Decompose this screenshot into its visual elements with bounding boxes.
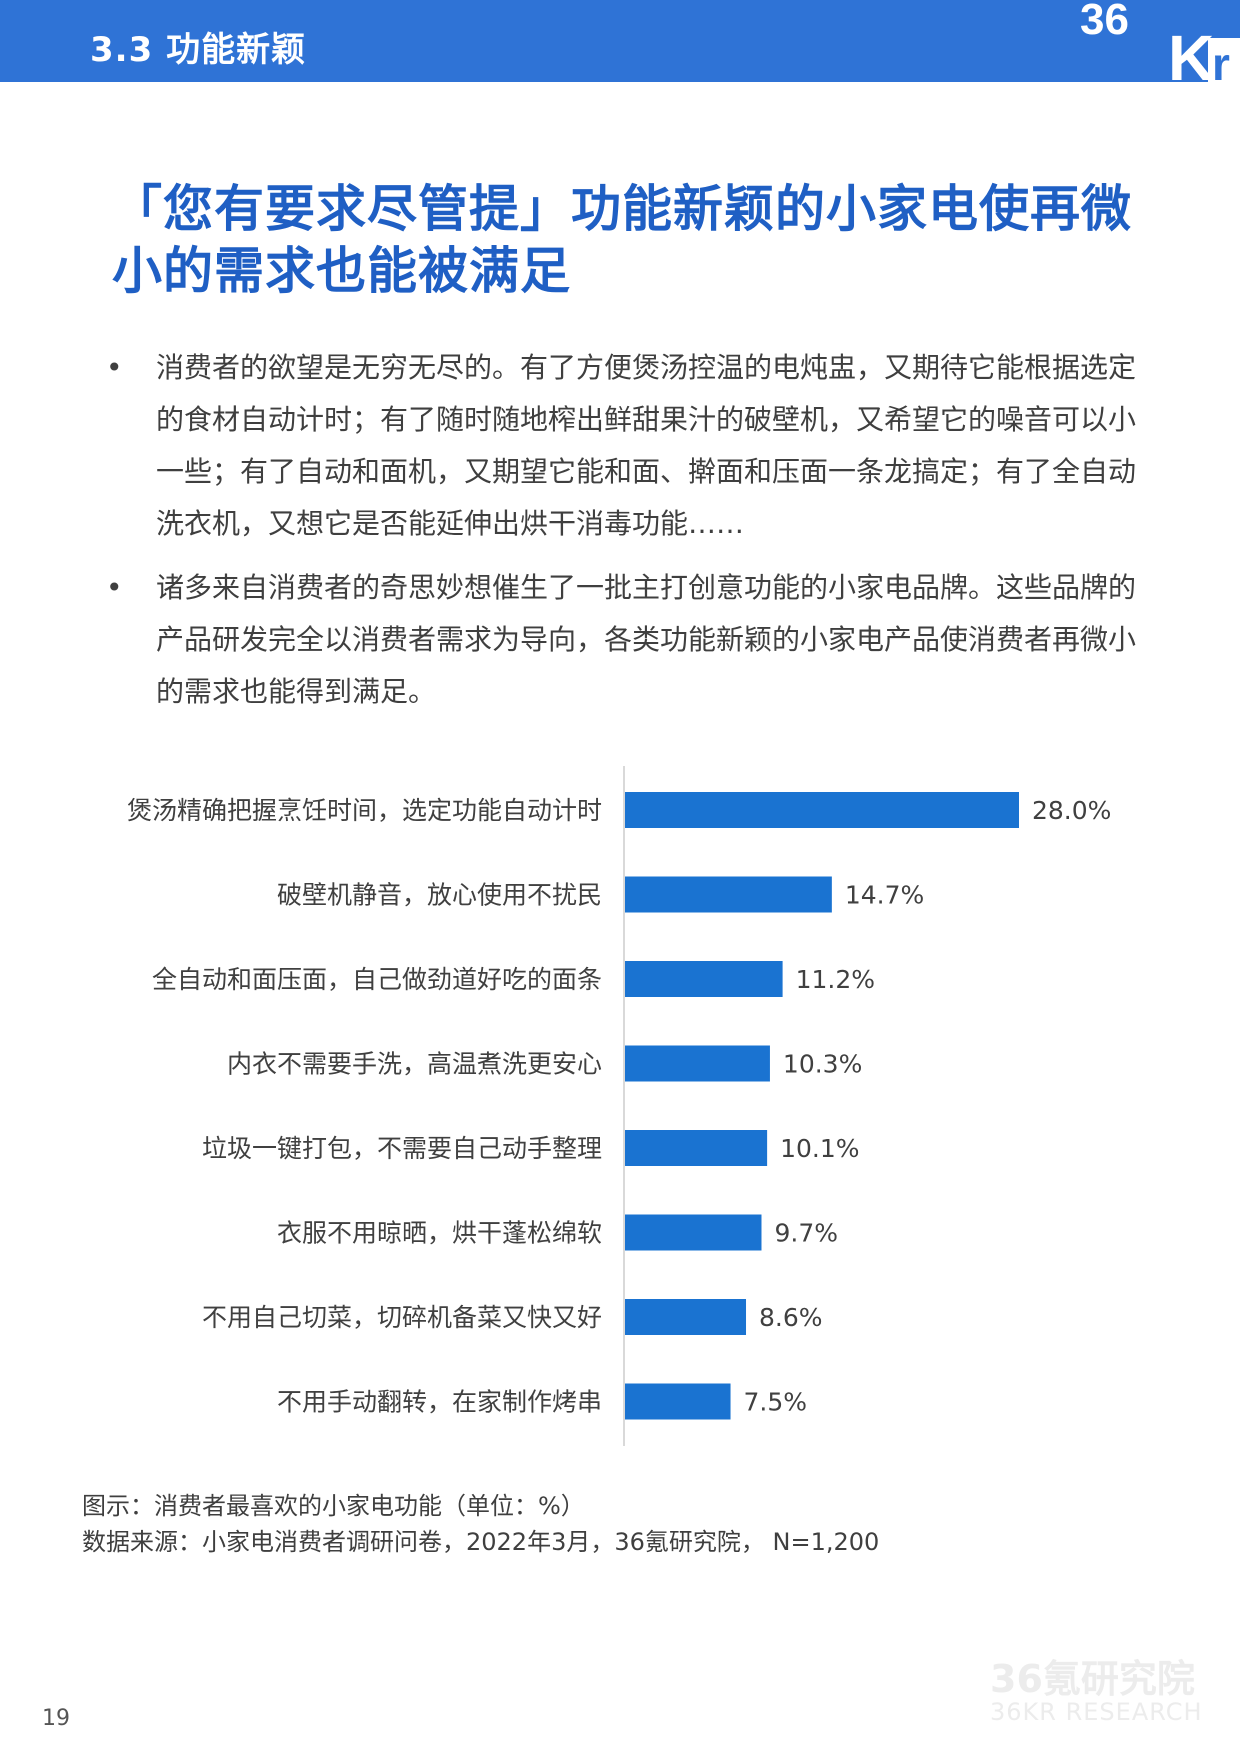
category-label: 破壁机静音，放心使用不扰民: [277, 881, 602, 910]
bullet-text: 诸多来自消费者的奇思妙想催生了一批主打创意功能的小家电品牌。这些品牌的产品研发完…: [156, 571, 1137, 708]
svg-text:K: K: [1168, 22, 1214, 82]
bar-chart: 煲汤精确把握烹饪时间，选定功能自动计时 28.0% 破壁机静音，放心使用不扰民 14.…: [0, 760, 1240, 1460]
svg-text:36: 36: [1080, 0, 1129, 44]
category-label: 内衣不需要手洗，高温煮洗更安心: [227, 1050, 602, 1079]
headline: 「您有要求尽管提」功能新颖的小家电使再微小的需求也能被满足: [112, 180, 1132, 300]
value-label: 11.2%: [796, 965, 875, 994]
bar: [625, 961, 783, 997]
bar: [625, 1383, 731, 1420]
bullet-list: • 消费者的欲望是无穷无尽的。有了方便煲汤控温的电炖盅，又期待它能根据选定的食材…: [100, 342, 1150, 730]
value-label: 8.6%: [759, 1303, 823, 1332]
watermark-en: 36KR RESEARCH: [990, 1698, 1203, 1726]
watermark-cn: 36氪研究院: [990, 1657, 1195, 1701]
value-label: 28.0%: [1032, 796, 1111, 825]
value-label: 10.3%: [783, 1050, 862, 1079]
bar: [625, 1045, 770, 1082]
category-label: 不用手动翻转，在家制作烤串: [277, 1388, 602, 1417]
header-bar: 3.3 功能新颖 36 K r: [0, 0, 1240, 82]
bar: [625, 1130, 768, 1166]
category-label: 垃圾一键打包，不需要自己动手整理: [202, 1134, 602, 1163]
value-label: 14.7%: [845, 881, 924, 910]
category-label: 煲汤精确把握烹饪时间，选定功能自动计时: [127, 796, 602, 825]
value-label: 9.7%: [774, 1219, 838, 1248]
section-label: 3.3 功能新颖: [90, 30, 307, 70]
bullet-dot: •: [106, 571, 123, 604]
bullet-item: • 消费者的欲望是无穷无尽的。有了方便煲汤控温的电炖盅，又期待它能根据选定的食材…: [100, 342, 1150, 550]
figure-caption: 图示：消费者最喜欢的小家电功能（单位：%） 数据来源：小家电消费者调研问卷，20…: [82, 1488, 879, 1560]
category-label: 不用自己切菜，切碎机备菜又快又好: [202, 1303, 602, 1332]
value-label: 7.5%: [744, 1388, 808, 1417]
bullet-item: • 诸多来自消费者的奇思妙想催生了一批主打创意功能的小家电品牌。这些品牌的产品研…: [100, 562, 1150, 718]
brand-logo: 36 K r: [1080, 0, 1240, 82]
data-source: 数据来源：小家电消费者调研问卷，2022年3月，36氪研究院， N=1,200: [82, 1528, 880, 1556]
bar-chart-svg: 煲汤精确把握烹饪时间，选定功能自动计时 28.0% 破壁机静音，放心使用不扰民 14.…: [127, 766, 1111, 1446]
category-label: 衣服不用晾晒，烘干蓬松绵软: [277, 1219, 602, 1248]
bullet-text: 消费者的欲望是无穷无尽的。有了方便煲汤控温的电炖盅，又期待它能根据选定的食材自动…: [156, 351, 1137, 540]
bar: [625, 792, 1019, 828]
value-label: 10.1%: [780, 1134, 859, 1163]
page-number: 19: [42, 1706, 70, 1731]
bullet-dot: •: [106, 351, 123, 384]
bar: [625, 1299, 747, 1335]
category-label: 全自动和面压面，自己做劲道好吃的面条: [152, 965, 602, 994]
bar: [625, 1214, 762, 1251]
svg-text:r: r: [1212, 38, 1230, 82]
figure-title: 图示：消费者最喜欢的小家电功能（单位：%）: [82, 1492, 585, 1520]
bar: [625, 876, 832, 913]
